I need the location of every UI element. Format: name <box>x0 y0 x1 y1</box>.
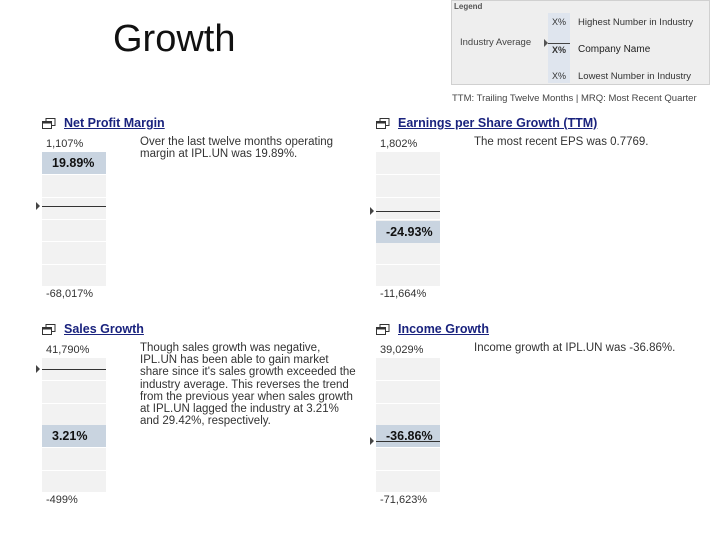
gauge-low-value: -499% <box>46 494 78 506</box>
panel-title-link[interactable]: Earnings per Share Growth (TTM) <box>398 116 598 130</box>
panel-title-link[interactable]: Sales Growth <box>64 322 144 336</box>
gauge-company-value: 19.89% <box>42 152 106 174</box>
panel-title-link[interactable]: Income Growth <box>398 322 489 336</box>
gauge-high-value: 1,802% <box>380 138 418 150</box>
gauge-grid-line <box>376 263 440 265</box>
legend-box: Legend X% Highest Number in Industry Ind… <box>451 0 710 85</box>
gauge-column <box>376 152 440 286</box>
gauge-grid-line <box>376 196 440 198</box>
window-icon <box>376 118 390 129</box>
gauge-column <box>42 152 106 286</box>
industry-arrow-icon <box>36 201 40 210</box>
gauge-grid-line <box>42 196 106 198</box>
gauge-grid-line <box>376 174 440 176</box>
ttm-note: TTM: Trailing Twelve Months | MRQ: Most … <box>452 93 697 104</box>
gauge-industry-line <box>376 441 440 443</box>
legend-company-label: Company Name <box>578 44 651 55</box>
panel-description: Income growth at IPL.UN was -36.86%. <box>474 342 676 354</box>
legend-industry-label: Industry Average <box>460 37 532 48</box>
window-icon <box>376 324 390 335</box>
gauge-grid-line <box>376 380 440 382</box>
panel-description: Over the last twelve months operating ma… <box>140 136 334 161</box>
gauge-company-value: -24.93% <box>376 221 440 244</box>
gauge-grid-line <box>42 174 106 176</box>
panel-sales-growth: Sales Growth 41,790% -499% 3.21% Though … <box>36 322 360 517</box>
slide-title: Growth <box>113 18 236 60</box>
gauge-high-value: 39,029% <box>380 344 424 356</box>
gauge-grid-line <box>376 469 440 471</box>
window-icon <box>42 118 56 129</box>
legend-highest-label: Highest Number in Industry <box>578 17 694 28</box>
panel-description: Though sales growth was negative, IPL.UN… <box>140 342 356 428</box>
gauge-high-value: 1,107% <box>46 138 84 150</box>
gauge-grid-line <box>42 219 106 220</box>
gauge-company-value: 3.21% <box>42 424 106 447</box>
industry-arrow-icon <box>370 437 374 446</box>
gauge-low-value: -71,623% <box>380 494 428 506</box>
gauge-grid-line <box>376 219 440 220</box>
gauge-grid-line <box>42 241 106 243</box>
gauge-industry-line <box>42 368 106 370</box>
gauge-grid-line <box>42 447 106 449</box>
legend-lowest-value: X% <box>552 71 567 81</box>
legend-highest-value: X% <box>552 17 567 27</box>
window-icon <box>42 324 56 335</box>
legend-industry-line <box>548 43 570 44</box>
legend-title: Legend <box>454 2 483 11</box>
gauge-grid-line <box>42 402 106 404</box>
gauge-grid-line <box>42 263 106 265</box>
industry-arrow-icon <box>370 206 374 215</box>
legend-industry-arrow-icon <box>544 39 548 47</box>
panel-description: The most recent EPS was 0.7769. <box>474 136 649 148</box>
gauge-grid-line <box>42 380 106 382</box>
gauge-grid-line <box>376 447 440 449</box>
panel-income-growth: Income Growth 39,029% -71,623% -36.86% I… <box>370 322 694 517</box>
legend-gauge-sample <box>548 13 570 83</box>
gauge-grid-line <box>376 402 440 404</box>
gauge-low-value: -11,664% <box>380 288 427 300</box>
gauge-industry-line <box>42 205 106 207</box>
panel-eps-growth: Earnings per Share Growth (TTM) 1,802% -… <box>370 116 694 311</box>
panel-net-profit-margin: Net Profit Margin 1,107% -68,017% 19.89%… <box>36 116 360 311</box>
legend-company-value: X% <box>552 45 567 55</box>
gauge-low-value: -68,017% <box>46 288 94 300</box>
legend-lowest-label: Lowest Number in Industry <box>578 71 691 82</box>
gauge-high-value: 41,790% <box>46 344 90 356</box>
industry-arrow-icon <box>36 364 40 373</box>
gauge-company-value: -36.86% <box>376 424 440 447</box>
panel-title-link[interactable]: Net Profit Margin <box>64 116 165 130</box>
gauge-industry-line <box>376 210 440 212</box>
gauge-grid-line <box>42 469 106 471</box>
